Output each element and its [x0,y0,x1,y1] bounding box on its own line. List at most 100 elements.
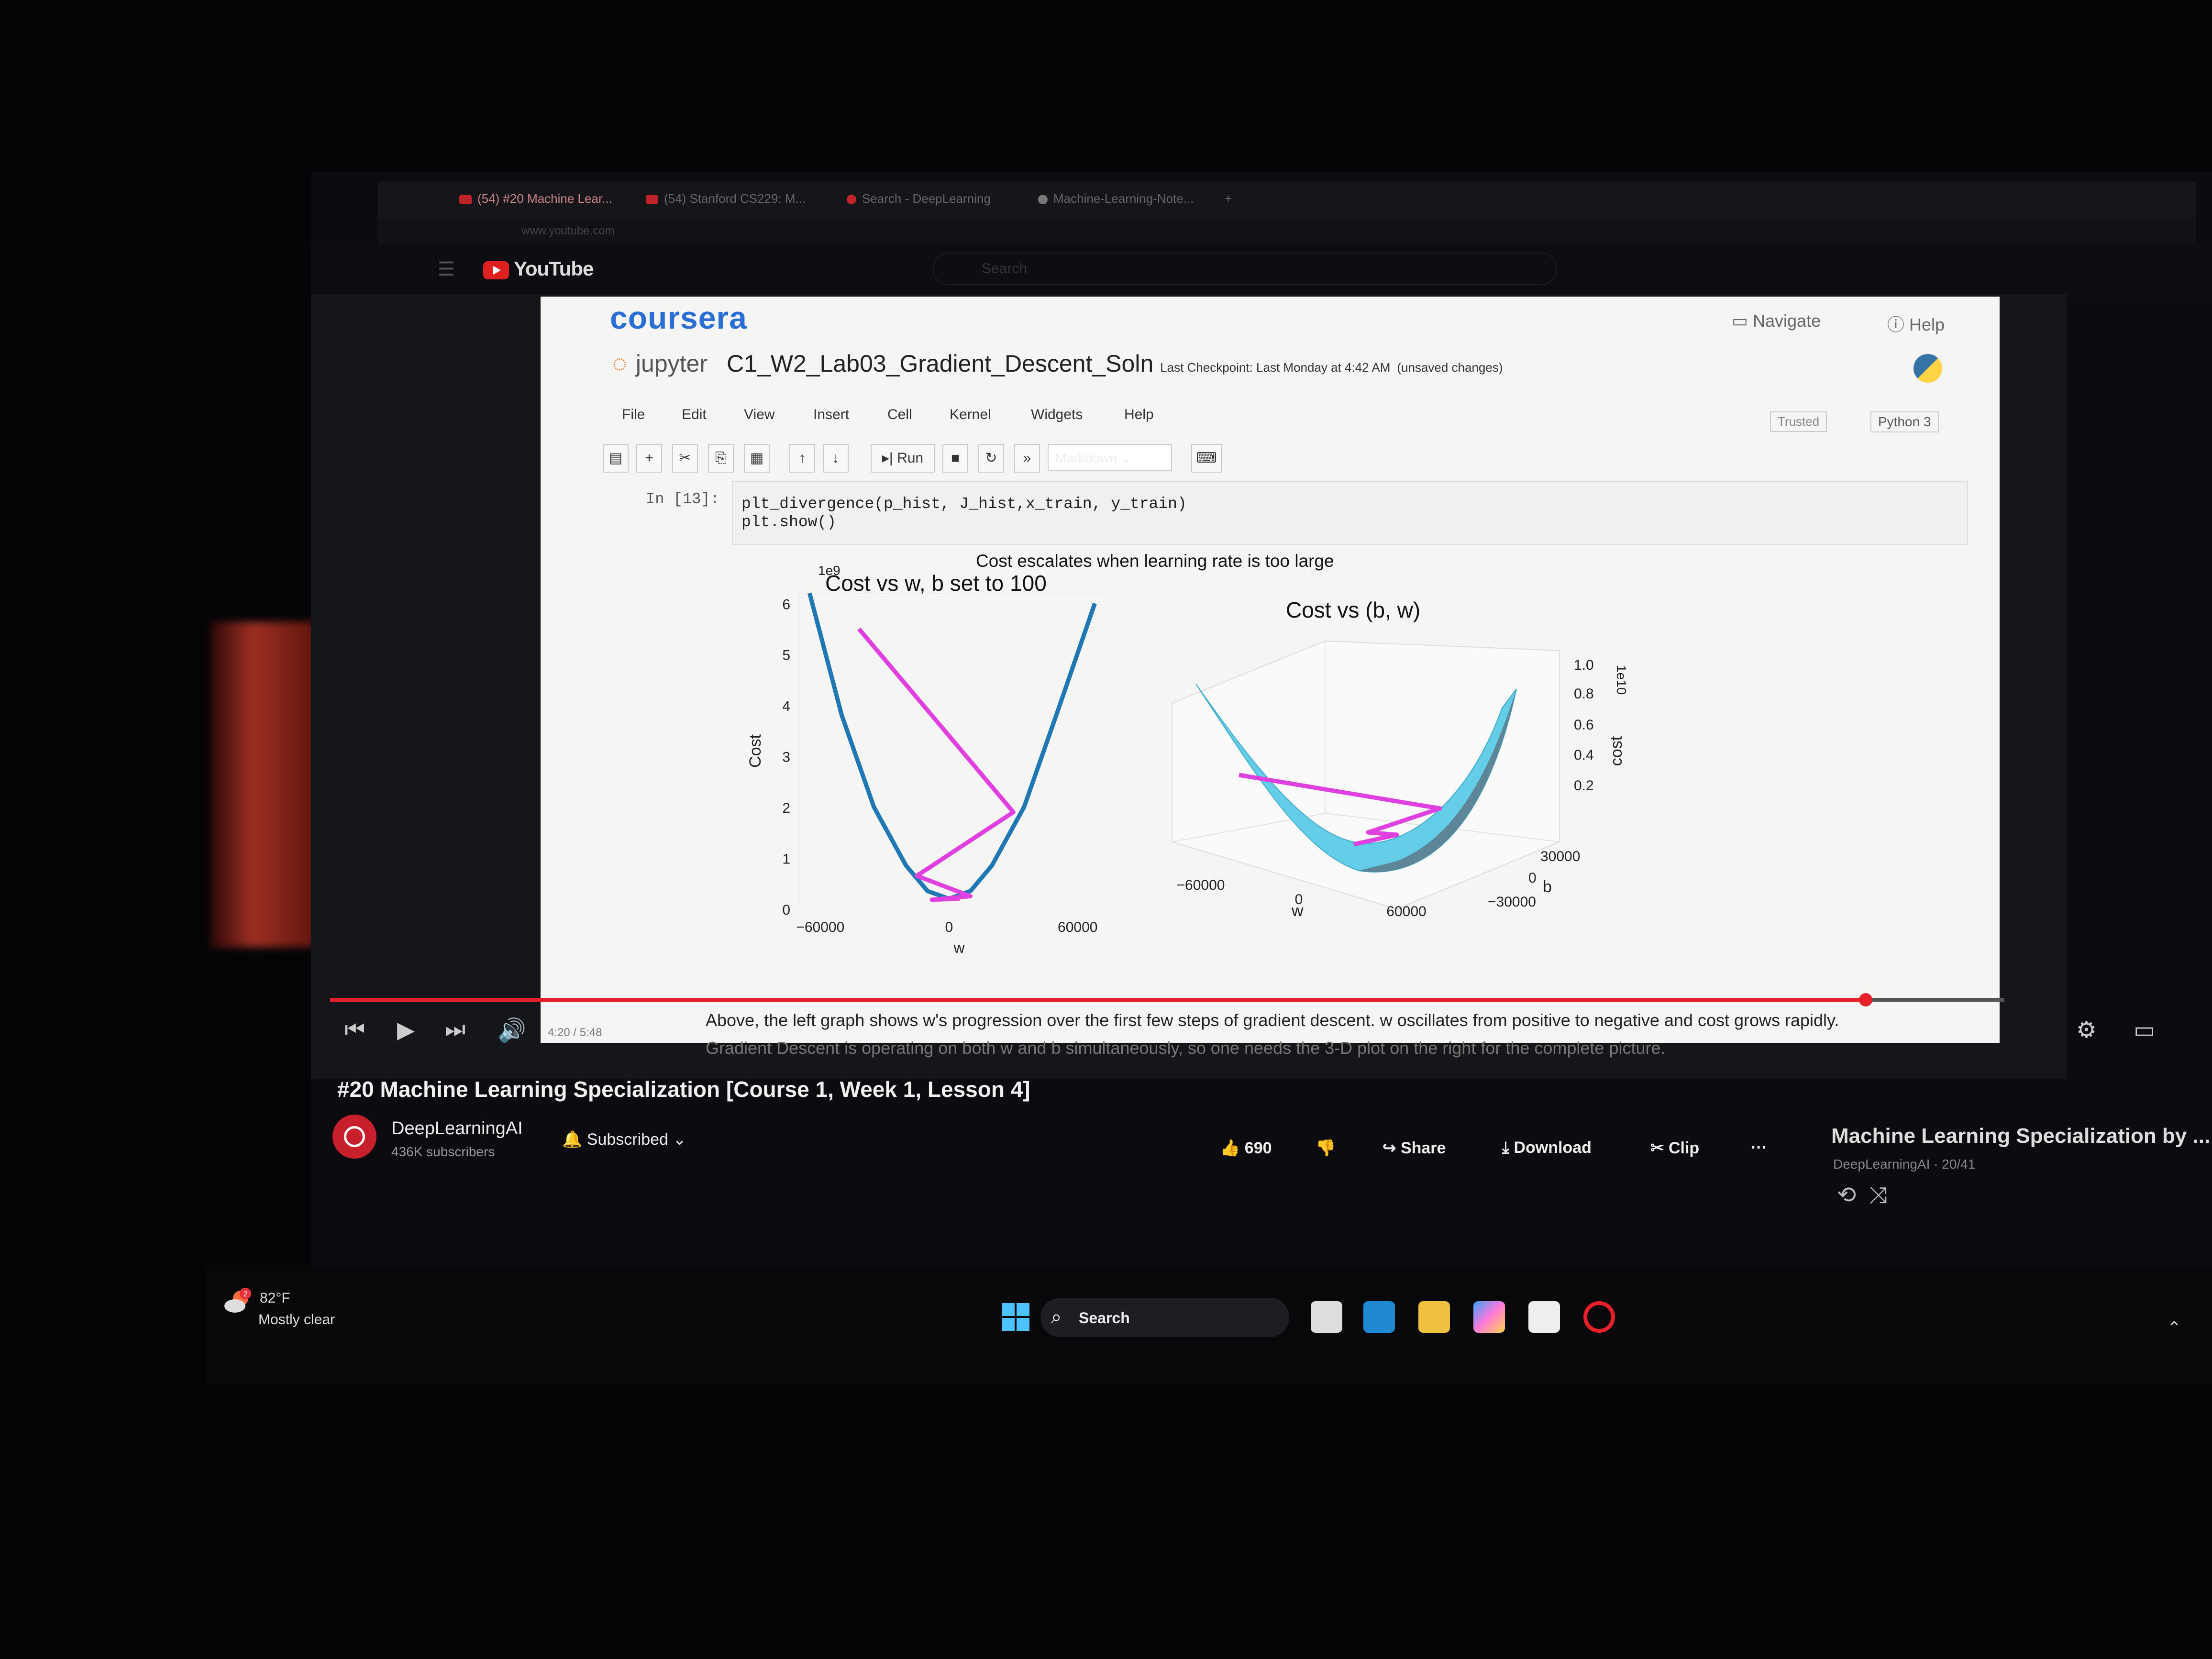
descent-path-3d [1239,773,1442,847]
x-tick-label: 0 [1295,892,1303,907]
y-tick-label: 0 [1528,870,1537,886]
tab-stanford[interactable]: (54) Stanford CS229: M... [646,191,806,212]
thumbs-up-icon: 👍 [1220,1139,1240,1157]
loop-icon[interactable]: ⟲ [1837,1183,1857,1208]
menu-view: View [744,407,775,422]
weather-condition: Mostly clear [258,1312,335,1327]
store-icon[interactable] [1528,1301,1560,1333]
avatar[interactable] [332,1115,376,1159]
checkpoint-text: Last Checkpoint: Last Monday at 4:42 AM [1160,360,1391,375]
unsaved-text: (unsaved changes) [1397,360,1503,375]
notebook-header: ◌ jupyter C1_W2_Lab03_Gradient_Descent_Sol… [612,350,1503,377]
add-cell-icon: + [636,444,662,473]
y-scale-label: 1e9 [818,563,841,578]
next-icon[interactable]: ⏭ [445,1017,466,1042]
progress-scrubber[interactable] [1859,993,1872,1006]
play-icon[interactable]: ▶ [397,1018,415,1043]
opera-icon[interactable] [1583,1301,1615,1333]
z-tick-label: 0.2 [1574,778,1594,794]
right-chart: 1.0 0.8 0.6 0.4 0.2 1e10 cost −60000 0 60000 w 3000… [1172,640,1629,920]
right-chart-title: Cost vs (b, w) [1286,597,1421,622]
more-button[interactable]: ··· [1751,1139,1767,1157]
y-tick-label: −30000 [1488,894,1536,910]
y-tick-label: 6 [782,597,790,612]
menu-file: File [622,407,645,422]
windows-start-icon[interactable] [1000,1301,1031,1333]
dislike-button[interactable]: 👎 [1316,1139,1336,1158]
weather-badge: 2 [243,1290,248,1298]
subscribed-button[interactable]: 🔔 Subscribed ⌄ [562,1130,686,1149]
left-chart-title: Cost vs w, b set to 100 [825,571,1047,596]
deeplearning-icon [847,195,856,205]
address-bar[interactable]: www.youtube.com [378,218,2196,246]
z-tick-label: 0.6 [1574,717,1594,733]
y-axis-label: Cost [746,734,764,767]
search-input[interactable]: Search [933,253,1557,285]
move-up-icon: ↑ [789,444,815,473]
share-icon: ↪ [1382,1139,1396,1157]
y-tick-label: 5 [782,648,790,664]
playlist-title[interactable]: Machine Learning Specialization by ... [1831,1124,2211,1148]
coursera-logo: coursera [610,300,747,335]
youtube-icon [646,195,658,205]
cost-surface-shade [1359,689,1516,872]
x-axis-label: w [1291,902,1304,920]
settings-icon[interactable]: ⚙ [2076,1018,2097,1043]
y-tick-label: 3 [782,750,790,765]
descent-path [857,627,1016,902]
tab-deeplearning[interactable]: Search - DeepLearning [847,191,991,212]
youtube-logo[interactable]: YouTube [483,257,594,280]
y-tick-label: 0 [782,902,790,918]
y-tick-label: 1 [782,852,790,867]
volume-icon[interactable]: 🔊 [498,1018,526,1043]
navigate-button: ▭ Navigate [1732,311,1821,331]
download-button[interactable]: ⤓ Download [1502,1139,1592,1157]
y-axis-label: b [1543,878,1552,896]
notebook-menubar: File Edit View Insert Cell Kernel Widget… [612,407,1976,435]
x-tick-label: 0 [945,919,953,935]
z-tick-label: 0.8 [1574,686,1594,702]
cell-prompt: In [13]: [646,490,719,508]
jupyter-icon: ◌ [612,350,627,377]
share-button[interactable]: ↪ Share [1382,1139,1446,1157]
youtube-icon [459,195,472,205]
miniplayer-icon[interactable]: ▭ [2134,1018,2156,1043]
clip-button[interactable]: ✂ Clip [1650,1139,1700,1157]
channel-name[interactable]: DeepLearningAI [391,1118,523,1139]
vscode-icon[interactable] [1363,1301,1395,1333]
trusted-badge: Trusted [1770,411,1827,432]
figure: 0 1 2 3 4 5 6 −60000 0 60000 1e9 w Cost 1.0 0.8 0.6 0.4… [746,563,1629,956]
like-button[interactable]: 👍 690 [1220,1139,1272,1157]
tab-github[interactable]: Machine-Learning-Note... [1038,191,1194,212]
z-axis-label: cost [1607,736,1626,766]
code-cell [732,481,1968,545]
fast-forward-icon: » [1014,444,1040,473]
menu-widgets: Widgets [1031,407,1083,422]
file-explorer-icon[interactable] [1418,1301,1450,1333]
menu-edit: Edit [682,407,707,422]
help-button: ⓘ Help [1887,315,1945,334]
progress-played [330,998,1866,1002]
z-scale-label: 1e10 [1614,665,1629,695]
y-tick-label: 2 [782,800,790,816]
menu-help: Help [1124,407,1154,422]
ambient-glow [210,622,316,947]
keyboard-icon: ⌨ [1191,444,1222,473]
shuffle-icon[interactable]: ⤨ [1869,1183,1888,1208]
tab-active[interactable]: (54) #20 Machine Lear... [459,191,612,212]
notebook-title: C1_W2_Lab03_Gradient_Descent_Soln [726,350,1154,377]
new-tab-button[interactable]: + [1225,191,1232,206]
taskbar-search[interactable]: Search ⌕ [1040,1298,1289,1337]
menu-icon[interactable]: ☰ [438,259,455,280]
python-logo [1913,354,1942,383]
chevron-down-icon: ⌄ [673,1130,686,1149]
video-title: #20 Machine Learning Specialization [Cou… [337,1077,1030,1102]
figure-suptitle: Cost escalates when learning rate is too… [976,551,1334,571]
task-view-icon[interactable] [1311,1301,1342,1333]
copy-icon: ⎘ [708,444,734,473]
chevron-up-icon[interactable]: ⌃ [2167,1318,2182,1338]
scissors-icon: ✂ [1650,1139,1664,1157]
previous-icon[interactable]: ⏮ [344,1017,365,1042]
copilot-icon[interactable] [1473,1301,1505,1333]
run-button: ▸| Run [871,444,935,473]
